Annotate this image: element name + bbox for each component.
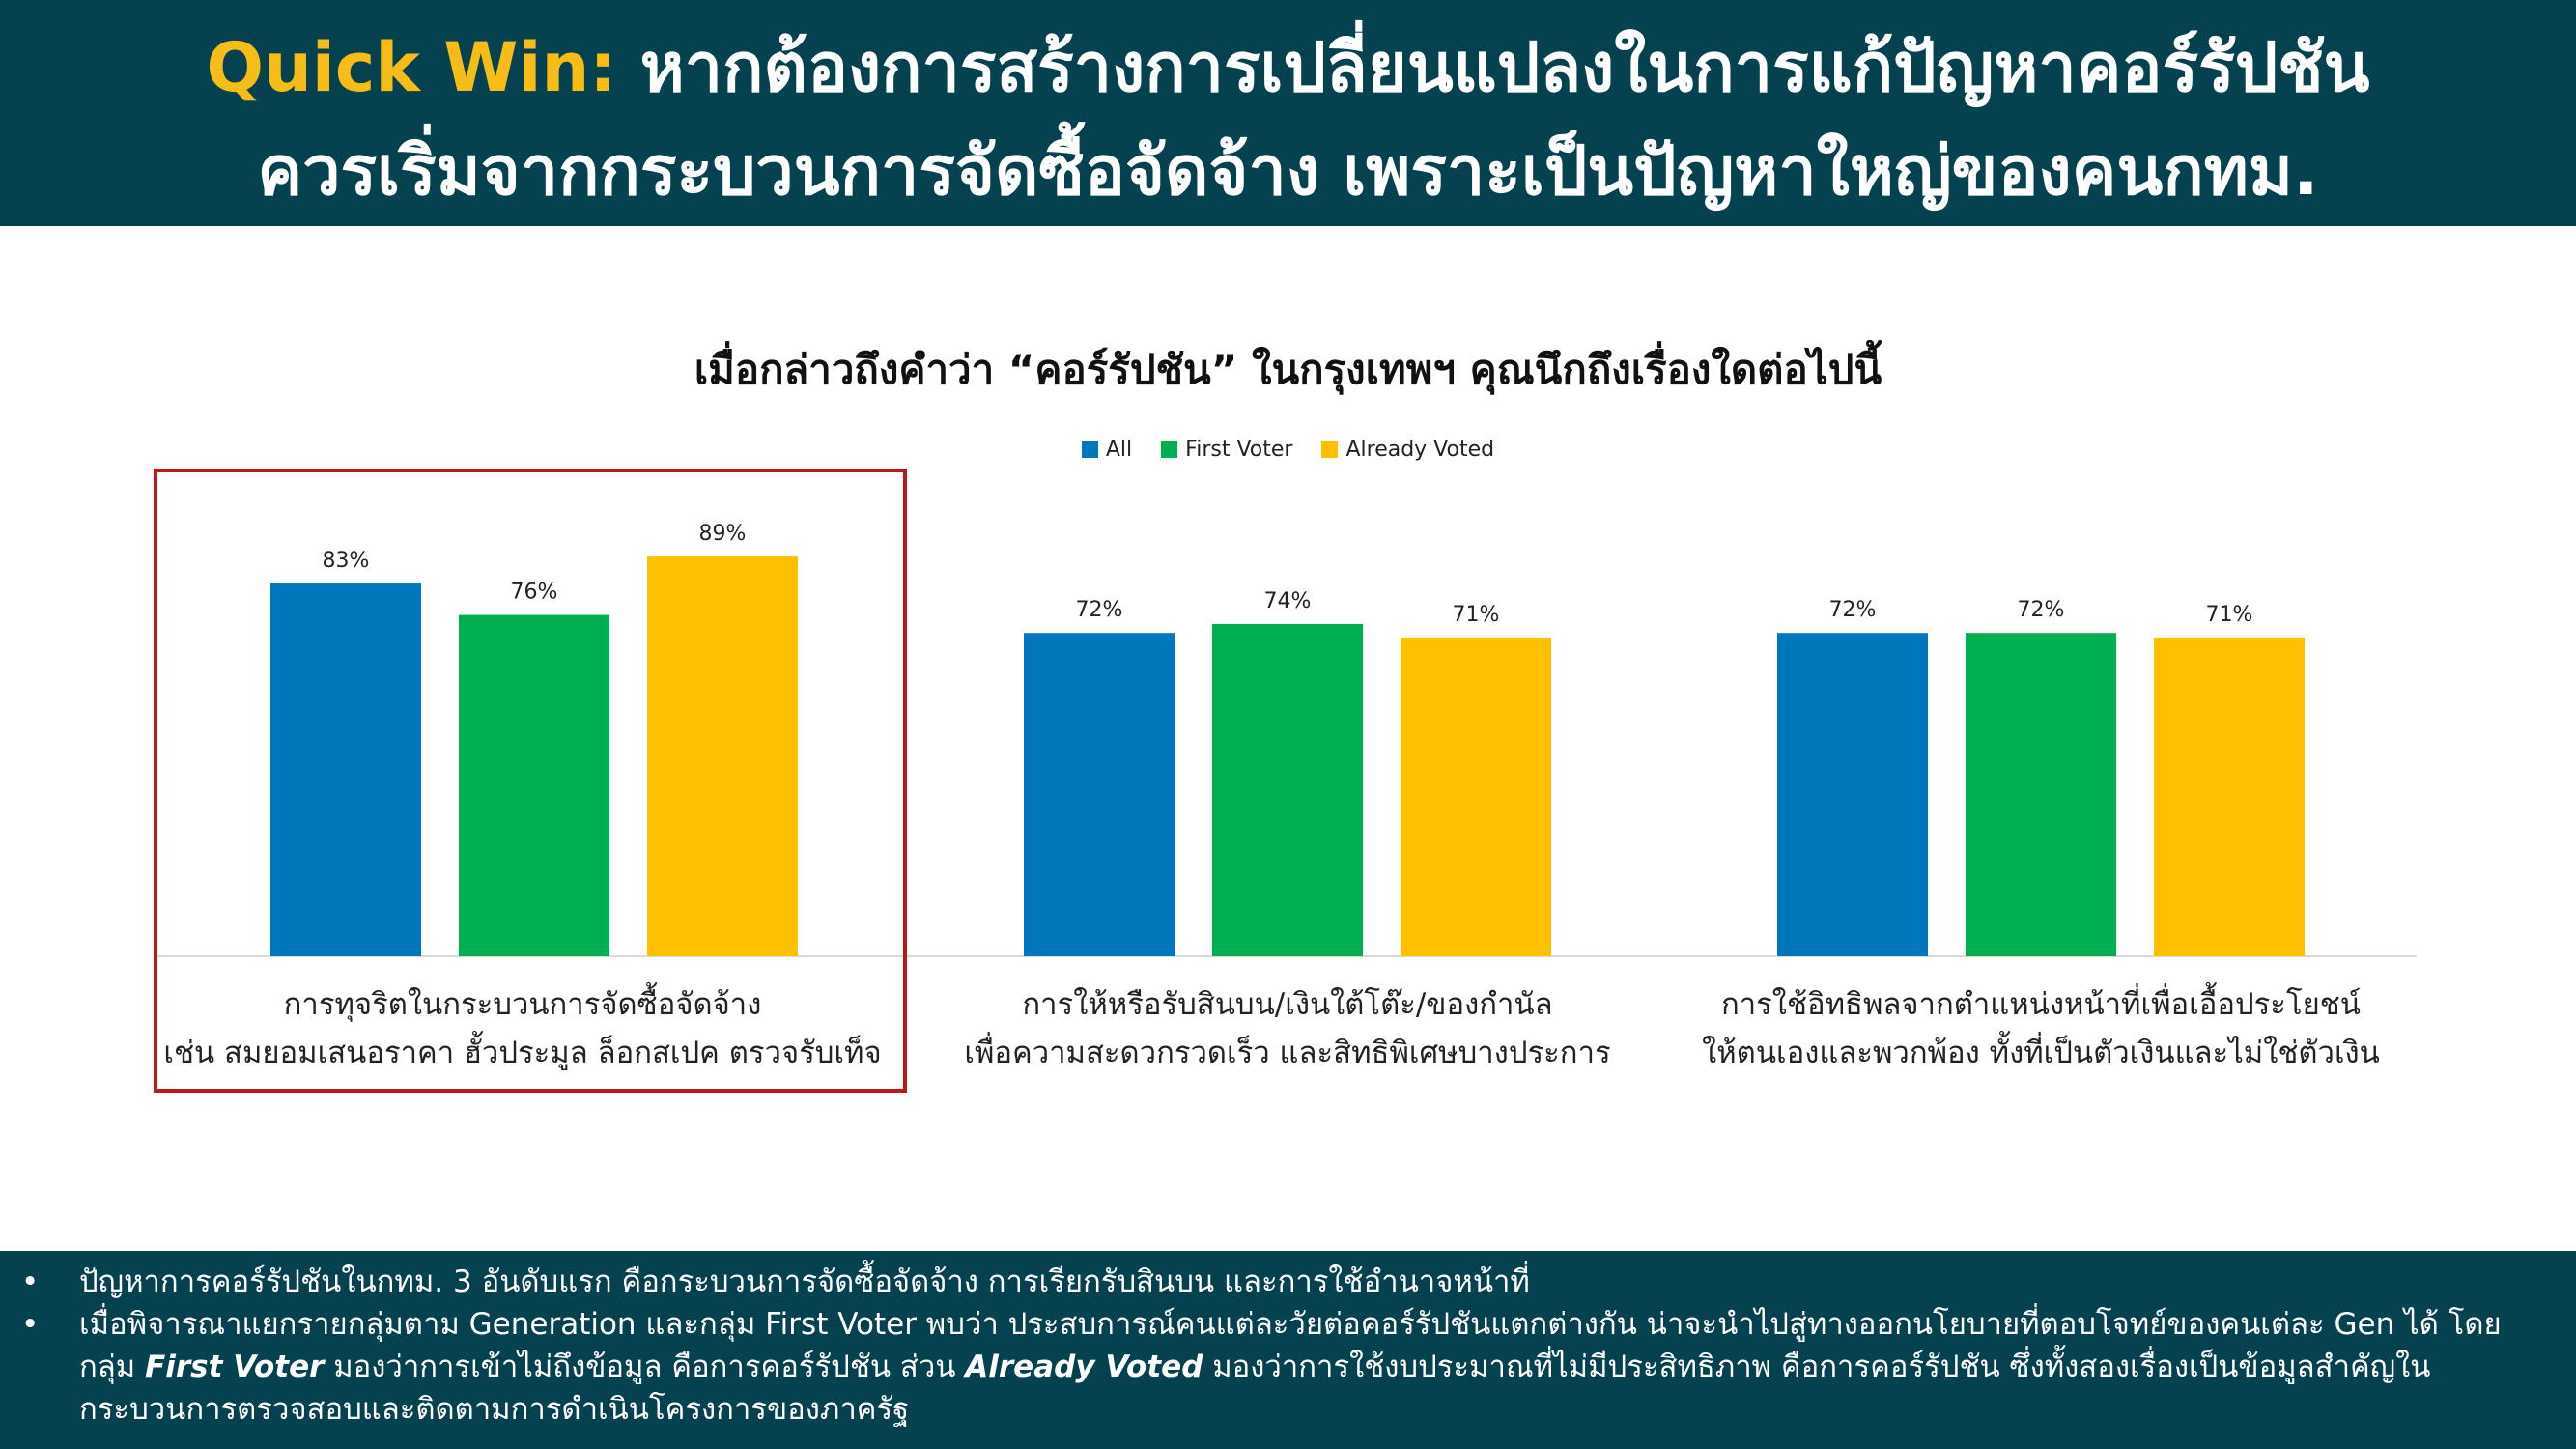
- legend-swatch-all: [1081, 440, 1098, 458]
- footer-bullet-2-part-c: มองว่าการใช้งบประมาณที่ไม่มีประสิทธิภาพ …: [79, 1350, 2431, 1427]
- legend-swatch-already-voted: [1321, 440, 1339, 458]
- legend-label-already-voted: Already Voted: [1345, 437, 1495, 462]
- category-label-procurement-line-1: การทุจริตในกระบวนการจัดซื้อจัดจ้าง: [283, 987, 762, 1022]
- legend-label-all: All: [1105, 437, 1133, 462]
- data-label-bribery-already-voted: 71%: [1453, 603, 1500, 627]
- bar-influence-first-voter: [1966, 633, 2116, 956]
- data-label-influence-first-voter: 72%: [2018, 598, 2065, 622]
- category-label-bribery-line-2: เพื่อความสะดวกรวดเร็ว และสิทธิพิเศษบางปร…: [964, 1036, 1611, 1070]
- data-label-procurement-all: 83%: [323, 549, 370, 573]
- highlight-box: [154, 469, 907, 1093]
- data-label-influence-all: 72%: [1829, 598, 1877, 622]
- category-label-procurement: การทุจริตในกระบวนการจัดซื้อจัดจ้าง เช่น …: [156, 980, 890, 1077]
- data-label-procurement-first-voter: 76%: [511, 581, 558, 605]
- footer-bullet-2-part-b: มองว่าการเข้าไม่ถึงข้อมูล คือการคอร์รัปช…: [324, 1350, 966, 1384]
- quick-win-label: Quick Win:: [206, 28, 617, 107]
- footer-first-voter-term: First Voter: [145, 1350, 325, 1384]
- category-label-influence-line-1: การใช้อิทธิพลจากตำแหน่งหน้าที่เพื่อเอื้อ…: [1720, 987, 2361, 1022]
- legend-label-first-voter: First Voter: [1185, 437, 1293, 462]
- headline-line-1: Quick Win: หากต้องการสร้างการเปลี่ยนแปลง…: [0, 24, 2576, 111]
- bar-procurement-first-voter: [459, 614, 609, 956]
- footer-already-voted-term: Already Voted: [965, 1350, 1203, 1384]
- headline-line-2: ควรเริ่มจากกระบวนการจัดซื้อจัดจ้าง เพราะ…: [257, 131, 2319, 211]
- header-banner: Quick Win: หากต้องการสร้างการเปลี่ยนแปลง…: [0, 0, 2576, 226]
- legend-item-all: All: [1081, 435, 1133, 464]
- bar-influence-all: [1777, 633, 1928, 956]
- bar-chart: 83% 76% 89% 72% 74% 71% 72% 72% 71%: [157, 522, 2417, 957]
- footer-bullet-1: ปัญหาการคอร์รัปชันในกทม. 3 อันดับแรก คือ…: [21, 1261, 2547, 1303]
- bar-procurement-all: [270, 583, 421, 956]
- bar-bribery-first-voter: [1212, 623, 1363, 956]
- bar-bribery-already-voted: [1401, 637, 1551, 956]
- chart-legend: All First Voter Already Voted: [0, 435, 2576, 464]
- footer-summary: ปัญหาการคอร์รัปชันในกทม. 3 อันดับแรก คือ…: [0, 1251, 2576, 1449]
- legend-swatch-first-voter: [1161, 440, 1178, 458]
- legend-item-already-voted: Already Voted: [1321, 435, 1494, 464]
- bar-bribery-all: [1024, 633, 1175, 956]
- category-label-procurement-line-2: เช่น สมยอมเสนอราคา ฮั้วประมูล ล็อกสเปค ต…: [163, 1036, 882, 1070]
- data-label-influence-already-voted: 71%: [2206, 603, 2253, 627]
- headline-text-1: หากต้องการสร้างการเปลี่ยนแปลงในการแก้ปัญ…: [639, 28, 2370, 107]
- data-label-procurement-already-voted: 89%: [699, 522, 747, 546]
- data-label-bribery-first-voter: 74%: [1264, 589, 1312, 613]
- bar-influence-already-voted: [2154, 637, 2305, 956]
- data-label-bribery-all: 72%: [1076, 598, 1123, 622]
- category-label-bribery: การให้หรือรับสินบน/เงินใต้โต๊ะ/ของกำนัล …: [920, 980, 1655, 1077]
- category-label-influence: การใช้อิทธิพลจากตำแหน่งหน้าที่เพื่อเอื้อ…: [1674, 980, 2408, 1077]
- chart-title: เมื่อกล่าวถึงคำว่า “คอร์รัปชัน” ในกรุงเท…: [694, 346, 1882, 393]
- footer-bullet-2: เมื่อพิจารณาแยกรายกลุ่มตาม Generation แล…: [21, 1303, 2547, 1431]
- footer-bullet-2-part-a: เมื่อพิจารณาแยกรายกลุ่มตาม Generation แล…: [79, 1307, 2502, 1384]
- category-label-influence-line-2: ให้ตนเองและพวกพ้อง ทั้งที่เป็นตัวเงินและ…: [1702, 1036, 2380, 1070]
- bar-procurement-already-voted: [647, 556, 798, 956]
- legend-item-first-voter: First Voter: [1161, 435, 1292, 464]
- category-label-bribery-line-1: การให้หรือรับสินบน/เงินใต้โต๊ะ/ของกำนัล: [1022, 987, 1553, 1022]
